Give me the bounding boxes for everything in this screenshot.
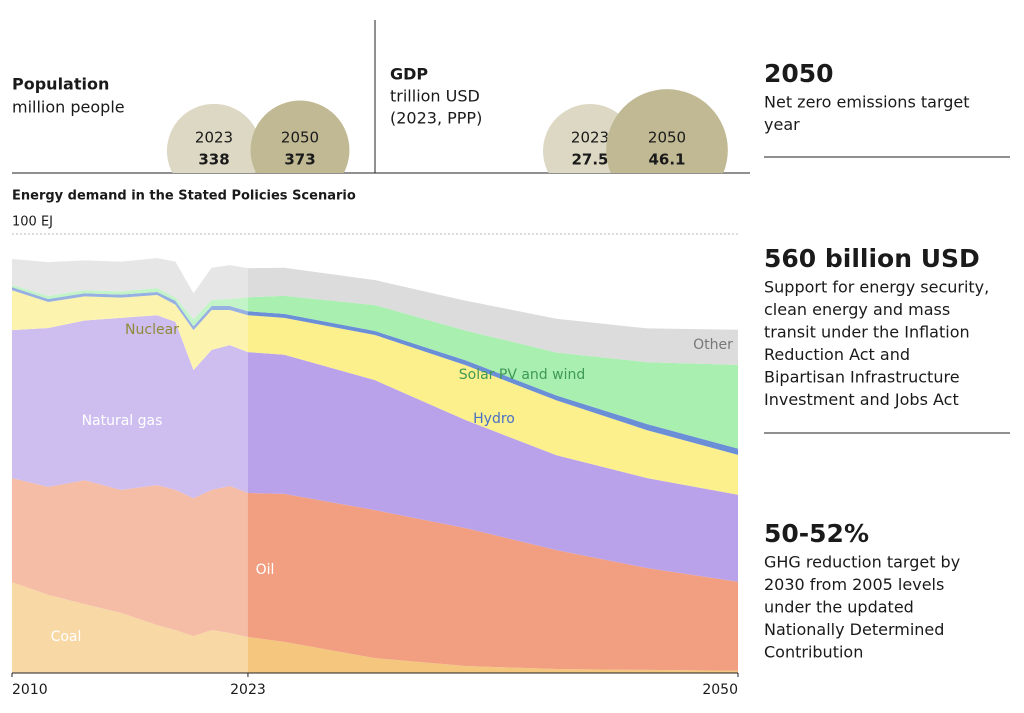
series-label: Hydro bbox=[473, 411, 515, 427]
series-label: Coal bbox=[51, 629, 82, 645]
bubble-value: 46.1 bbox=[648, 151, 685, 169]
bubbles: 2023 338 2050 373 2023 27.5 2050 46.1 bbox=[166, 89, 728, 173]
area bbox=[12, 287, 738, 455]
bubble bbox=[606, 89, 728, 173]
indicator-unit: trillion USD bbox=[390, 87, 480, 106]
series-label: Solar PV and wind bbox=[459, 367, 586, 383]
history-shade bbox=[12, 244, 248, 673]
bubble bbox=[250, 100, 350, 173]
fact-text: clean energy and mass bbox=[764, 300, 950, 319]
series-label: Other bbox=[693, 337, 733, 353]
area bbox=[12, 478, 738, 671]
fact-headline: 560 billion USD bbox=[764, 244, 980, 273]
bubble-year: 2050 bbox=[648, 129, 686, 147]
fact-text: year bbox=[764, 115, 800, 134]
area bbox=[12, 315, 738, 582]
bubble-year: 2023 bbox=[195, 129, 233, 147]
fact-text: Net zero emissions target bbox=[764, 93, 970, 112]
fact-text: 2030 from 2005 levels bbox=[764, 575, 944, 594]
x-tick-label: 2050 bbox=[702, 682, 738, 698]
area bbox=[12, 284, 738, 449]
indicator-unit: million people bbox=[12, 98, 125, 117]
fact-text: GHG reduction target by bbox=[764, 553, 960, 572]
bubble-value: 373 bbox=[284, 151, 315, 169]
fact-headline: 50-52% bbox=[764, 519, 869, 548]
fact-text: Contribution bbox=[764, 643, 863, 662]
area bbox=[12, 290, 738, 495]
bubble bbox=[166, 103, 262, 173]
chart-title: Energy demand in the Stated Policies Sce… bbox=[12, 189, 356, 204]
bubble-value: 338 bbox=[198, 151, 229, 169]
fact-headline: 2050 bbox=[764, 59, 834, 88]
bubble-year: 2023 bbox=[571, 129, 609, 147]
series-label: Nuclear bbox=[125, 322, 179, 338]
fact-text: Support for energy security, bbox=[764, 278, 989, 297]
indicator-title: GDP bbox=[390, 65, 428, 84]
fact-text: under the updated bbox=[764, 598, 914, 617]
facts: 2050 Net zero emissions target year 560 bil… bbox=[764, 59, 1010, 662]
indicator-title: Population bbox=[12, 75, 109, 94]
indicator-unit: (2023, PPP) bbox=[390, 109, 482, 128]
fact-text: Reduction Act and bbox=[764, 345, 910, 364]
chart: 100 EJ 2010 2023 2050 Coal Oil Natural gas Nucl… bbox=[11, 215, 739, 698]
series-label: Natural gas bbox=[82, 413, 163, 429]
x-tick-label: 2023 bbox=[230, 682, 266, 698]
x-tick-label: 2010 bbox=[12, 682, 48, 698]
bubble-value: 27.5 bbox=[571, 151, 608, 169]
fact-text: Investment and Jobs Act bbox=[764, 390, 959, 409]
series-label: Oil bbox=[256, 562, 275, 578]
fact-text: Nationally Determined bbox=[764, 620, 944, 639]
fact-text: transit under the Inflation bbox=[764, 323, 970, 342]
y-tick-label: 100 EJ bbox=[12, 215, 53, 230]
fact-text: Bipartisan Infrastructure bbox=[764, 368, 960, 387]
area bbox=[12, 582, 738, 673]
bubble-year: 2050 bbox=[281, 129, 319, 147]
area bbox=[12, 258, 738, 365]
